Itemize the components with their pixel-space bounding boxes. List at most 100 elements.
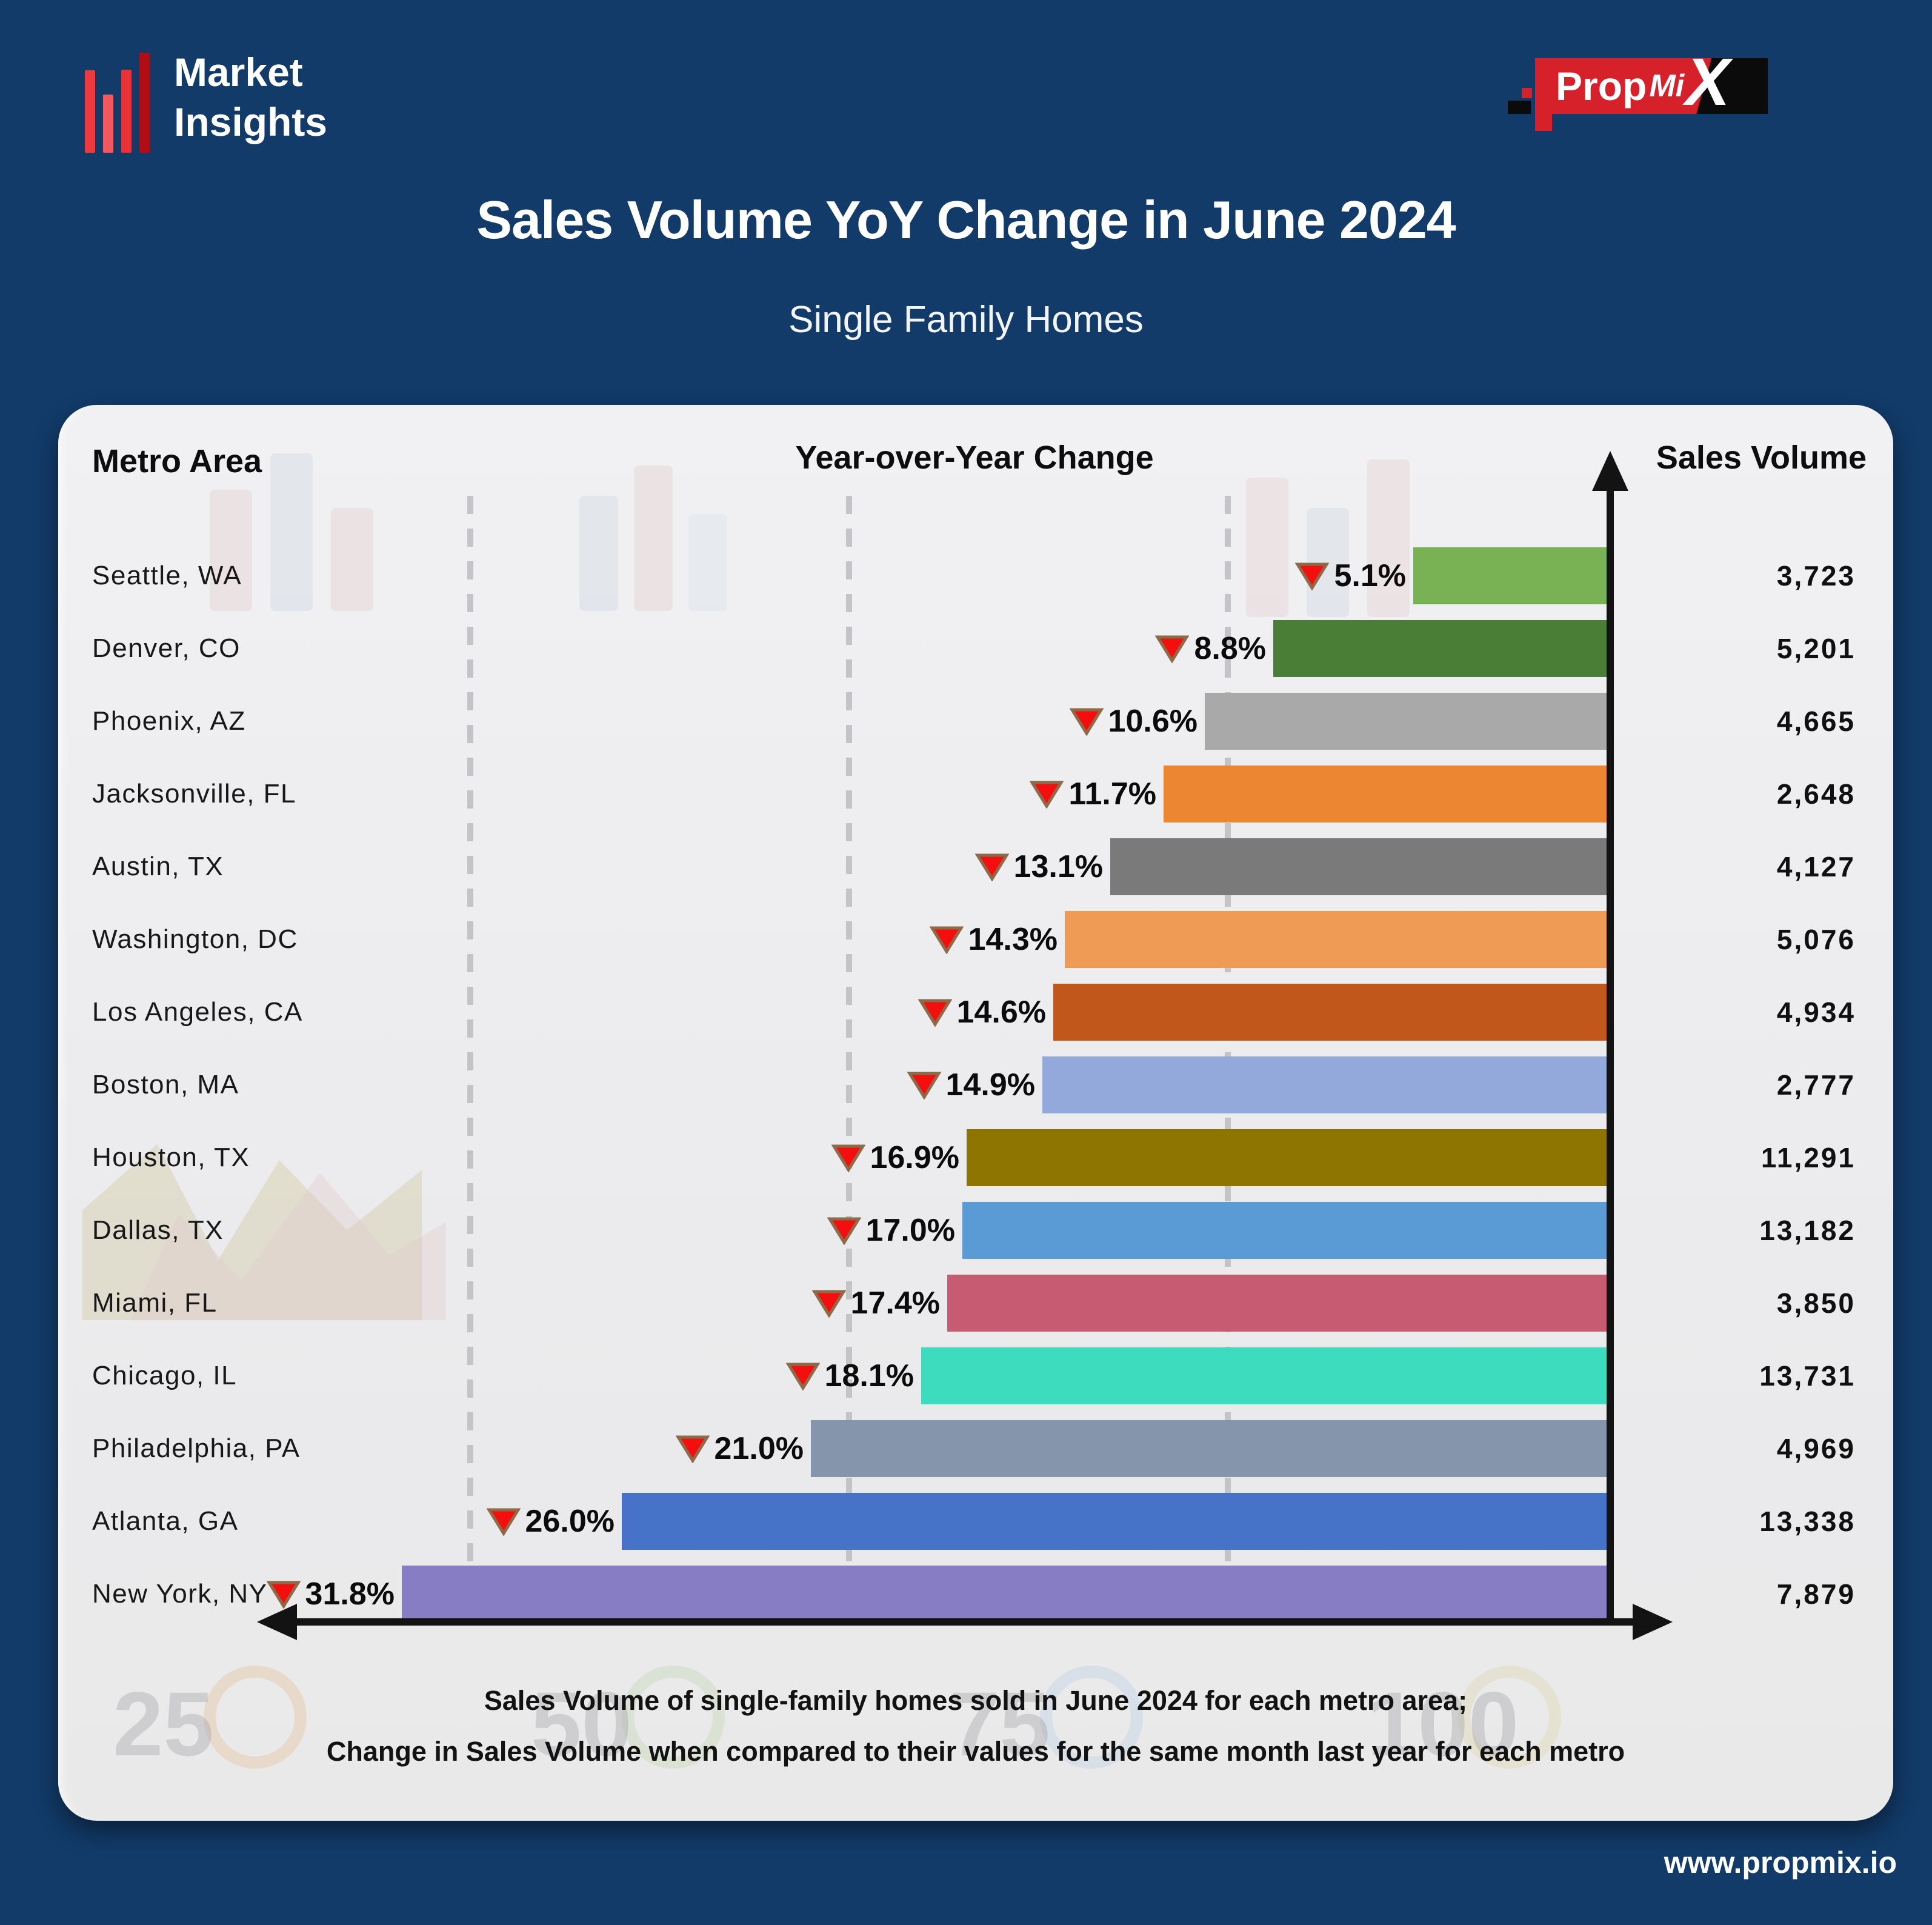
yoy-bar [947, 1275, 1607, 1332]
yoy-bar [962, 1202, 1607, 1259]
watermark-bar [579, 496, 618, 611]
market-insights-logo-text: Market Insights [174, 47, 327, 153]
metro-label: Dallas, TX [92, 1215, 224, 1245]
yoy-annotation: 5.1% [1294, 558, 1406, 594]
yoy-annotation: 14.9% [907, 1067, 1035, 1103]
metro-label: Houston, TX [92, 1143, 250, 1172]
yoy-bar [1205, 693, 1607, 750]
metro-label: Denver, CO [92, 633, 241, 663]
sales-volume-value: 13,182 [1759, 1215, 1856, 1246]
metro-label: Washington, DC [92, 924, 298, 954]
propmix-logo-prop: Prop [1556, 64, 1647, 108]
sales-volume-value: 2,648 [1776, 778, 1856, 810]
yoy-percent-value: 14.6% [956, 995, 1046, 1030]
yoy-percent-value: 14.3% [968, 922, 1058, 957]
yoy-percent-value: 14.9% [945, 1067, 1035, 1103]
metro-label: Philadelphia, PA [92, 1433, 301, 1463]
axis-right-arrow-icon [1633, 1604, 1673, 1640]
footnote-line2: Change in Sales Volume when compared to … [326, 1736, 1625, 1767]
metro-label: Atlanta, GA [92, 1506, 239, 1536]
column-header-yoy-change: Year-over-Year Change [795, 439, 1154, 476]
decline-down-triangle-icon [827, 1216, 862, 1246]
yoy-bar [622, 1493, 1607, 1550]
decline-down-triangle-icon [1029, 779, 1064, 809]
metro-label: Miami, FL [92, 1288, 218, 1318]
yoy-bar [1053, 984, 1607, 1041]
yoy-percent-value: 17.4% [850, 1286, 940, 1321]
yoy-annotation: 26.0% [486, 1503, 615, 1540]
sales-volume-value: 2,777 [1776, 1069, 1856, 1101]
yoy-percent-value: 18.1% [824, 1358, 914, 1393]
watermark-bar [688, 514, 727, 611]
sales-volume-value: 4,969 [1776, 1433, 1856, 1464]
decline-down-triangle-icon [929, 925, 964, 955]
sales-volume-value: 11,291 [1760, 1142, 1856, 1173]
yoy-percent-value: 17.0% [865, 1213, 955, 1248]
yoy-annotation: 10.6% [1069, 703, 1198, 739]
sales-volume-value: 4,127 [1776, 851, 1856, 882]
watermark-bar [331, 508, 373, 611]
yoy-annotation: 18.1% [785, 1358, 914, 1394]
sales-volume-value: 13,731 [1759, 1360, 1856, 1392]
decline-down-triangle-icon [907, 1070, 942, 1100]
yoy-percent-value: 26.0% [525, 1504, 615, 1539]
website-url-link[interactable]: www.propmix.io [1664, 1846, 1897, 1880]
decline-down-triangle-icon [831, 1143, 866, 1173]
decline-down-triangle-icon [1154, 634, 1190, 664]
metro-label: Boston, MA [92, 1070, 239, 1099]
watermark-bar [634, 465, 673, 611]
sales-volume-value: 4,665 [1776, 706, 1856, 737]
sales-volume-value: 3,850 [1776, 1287, 1856, 1319]
sales-volume-value: 5,201 [1776, 633, 1856, 664]
column-header-metro-area: Metro Area [92, 443, 262, 479]
metro-label: Seattle, WA [92, 561, 242, 590]
bar-chart-icon-bar [139, 53, 150, 153]
bar-chart-icon [85, 51, 150, 153]
decline-down-triangle-icon [785, 1361, 821, 1391]
watermark-bar [210, 490, 252, 611]
market-insights-logo: Market Insights [85, 47, 327, 153]
yoy-percent-value: 11.7% [1068, 776, 1156, 812]
yoy-annotation: 17.4% [811, 1285, 940, 1321]
yoy-bar [967, 1129, 1607, 1186]
sales-volume-axis-line [1607, 490, 1614, 1626]
sales-volume-value: 4,934 [1776, 996, 1856, 1028]
propmix-logo: Prop Mi X [1508, 45, 1787, 131]
yoy-percent-value: 10.6% [1108, 704, 1198, 739]
logo-word-market: Market [174, 50, 303, 95]
dashed-gridline-20pct [846, 496, 852, 1622]
yoy-annotation: 11.7% [1029, 776, 1156, 812]
bar-chart-icon-bar [85, 70, 95, 153]
decline-down-triangle-icon [1069, 707, 1104, 736]
yoy-percent-value: 8.8% [1194, 631, 1266, 666]
watermark-bar [1246, 478, 1288, 617]
yoy-bar [811, 1420, 1607, 1477]
propmix-logo-mi: Mi [1649, 68, 1685, 104]
yoy-annotation: 14.3% [929, 921, 1058, 958]
yoy-percent-value: 31.8% [305, 1576, 395, 1612]
axis-left-arrow-icon [257, 1604, 297, 1640]
yoy-percent-value: 21.0% [714, 1431, 804, 1466]
metro-label: Los Angeles, CA [92, 997, 303, 1027]
yoy-bar [1042, 1056, 1607, 1113]
column-header-sales-volume: Sales Volume [1656, 439, 1867, 476]
yoy-bar [1110, 838, 1607, 895]
metro-label: New York, NY [92, 1579, 268, 1609]
metro-label: Jacksonville, FL [92, 779, 297, 809]
yoy-bar [1065, 911, 1607, 968]
propmix-logo-black-square [1508, 101, 1531, 114]
yoy-percent-value: 16.9% [870, 1140, 959, 1175]
propmix-logo-banner: Prop Mi X [1535, 45, 1768, 119]
yoy-annotation: 8.8% [1154, 630, 1266, 667]
yoy-axis-line [296, 1618, 1634, 1626]
footnote-line1: Sales Volume of single-family homes sold… [484, 1685, 1468, 1716]
yoy-annotation: 17.0% [827, 1212, 955, 1249]
sales-volume-value: 3,723 [1776, 560, 1856, 592]
yoy-annotation: 31.8% [266, 1576, 395, 1612]
page-subtitle: Single Family Homes [788, 299, 1144, 341]
yoy-percent-value: 13.1% [1013, 849, 1103, 884]
propmix-logo-red-square-large [1535, 114, 1552, 131]
logo-word-insights: Insights [174, 99, 328, 144]
bar-chart-icon-bar [121, 70, 132, 153]
